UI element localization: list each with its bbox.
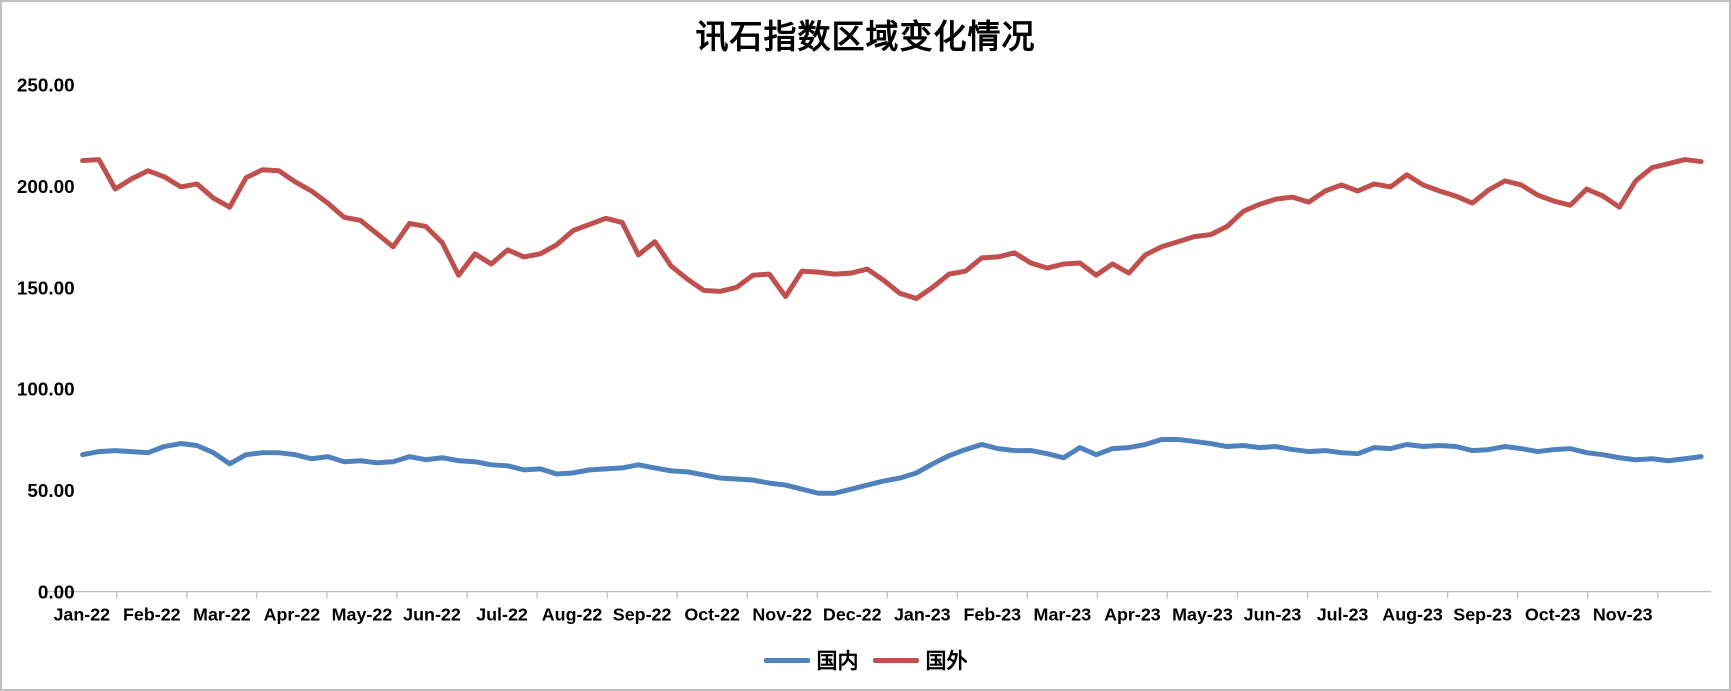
x-axis-label: May-22 (332, 604, 393, 624)
series-line-foreign (80, 157, 1704, 301)
x-axis-label: Jul-22 (476, 604, 528, 624)
x-axis-label: Oct-23 (1525, 604, 1581, 624)
legend: 国内 国外 (2, 645, 1729, 675)
x-axis-label: Nov-23 (1593, 604, 1653, 624)
y-axis-label: 50.00 (27, 481, 74, 502)
x-axis-label: May-23 (1172, 604, 1233, 624)
x-axis-label: Feb-22 (123, 604, 181, 624)
x-axis-label: Jun-22 (403, 604, 461, 624)
legend-item-foreign: 国外 (872, 645, 968, 675)
y-axis-label: 250.00 (17, 75, 75, 96)
y-axis-label: 200.00 (17, 177, 75, 198)
legend-line-domestic (763, 657, 810, 663)
x-axis-label: Apr-23 (1104, 604, 1161, 624)
x-axis-label: Aug-22 (542, 604, 603, 624)
x-axis-label: Jul-23 (1317, 604, 1369, 624)
x-axis-label: Sep-22 (613, 604, 672, 624)
x-axis-label: Jan-23 (894, 604, 951, 624)
legend-label-foreign: 国外 (925, 649, 968, 673)
y-axis-label: 0.00 (38, 583, 75, 604)
x-axis-label: Jun-23 (1244, 604, 1302, 624)
y-axis-label: 100.00 (17, 380, 75, 401)
y-axis-label: 150.00 (17, 278, 75, 299)
x-axis-label: Aug-23 (1382, 604, 1443, 624)
x-axis-label: Jan-22 (53, 604, 110, 624)
legend-line-foreign (872, 657, 919, 663)
x-axis-label: Oct-22 (684, 604, 740, 624)
x-axis-label: Feb-23 (964, 604, 1022, 624)
x-axis-label: Apr-22 (264, 604, 321, 624)
chart-title: 讯石指数区域变化情况 (695, 20, 1036, 56)
x-axis-label: Mar-22 (193, 604, 251, 624)
x-axis-label: Mar-23 (1034, 604, 1092, 624)
legend-label-domestic: 国内 (816, 649, 859, 673)
x-axis-label: Dec-22 (823, 604, 882, 624)
x-axis-label: Sep-23 (1453, 604, 1512, 624)
legend-item-domestic: 国内 (763, 645, 859, 675)
series-line-domestic (80, 436, 1704, 496)
x-axis-label: Nov-22 (752, 604, 812, 624)
